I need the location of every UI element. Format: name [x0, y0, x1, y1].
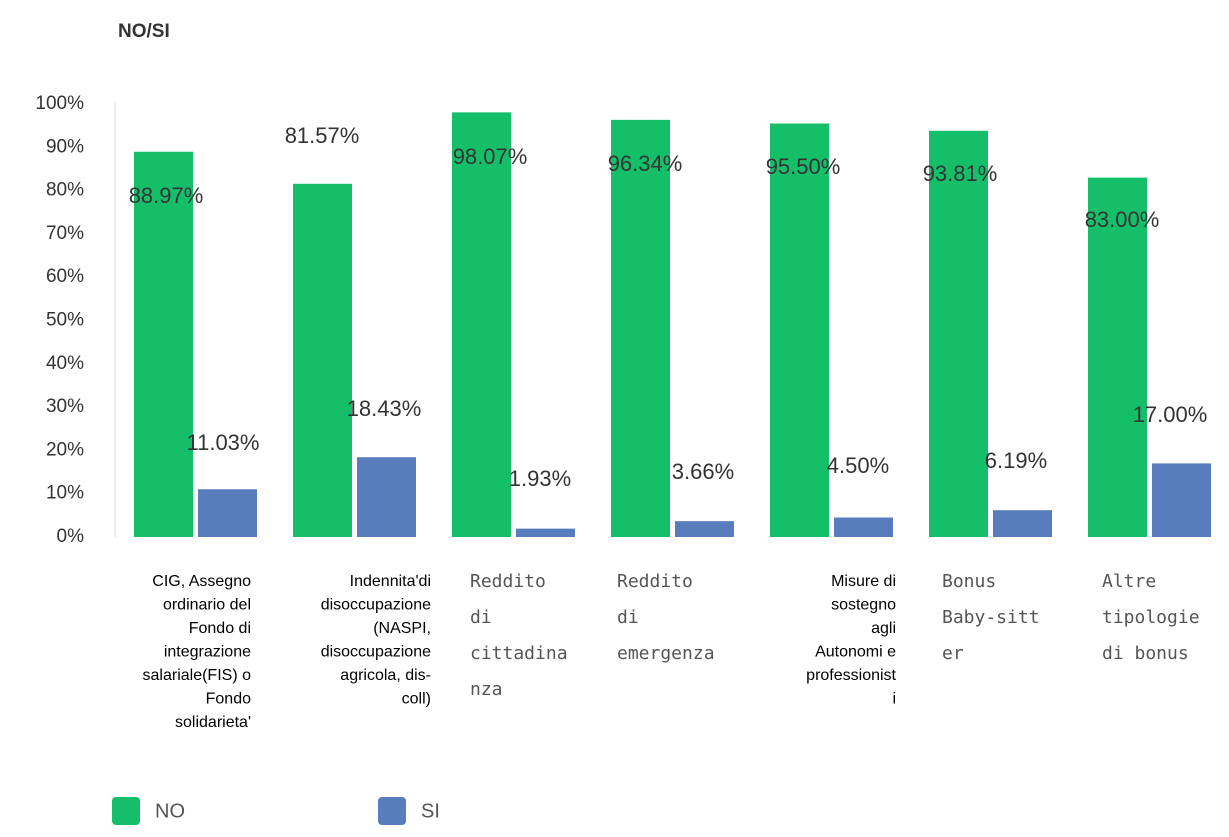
x-tick-label: Indennita'di — [350, 573, 431, 590]
x-tick-label: Fondo di — [189, 620, 251, 637]
x-tick-label: solidarieta' — [175, 714, 251, 731]
legend-swatch — [378, 797, 406, 825]
y-tick-label: 20% — [46, 439, 84, 460]
bar — [134, 151, 193, 538]
x-tick-label: tipologie — [1102, 607, 1200, 628]
x-tick-label: cittadina — [470, 643, 568, 664]
x-tick-label: Reddito — [470, 571, 546, 592]
value-label: 1.93% — [509, 466, 571, 491]
x-tick-label: Baby-sitt — [942, 607, 1040, 628]
y-tick-label: 70% — [46, 223, 84, 244]
y-tick-label: 60% — [46, 266, 84, 287]
value-label: 88.97% — [129, 183, 204, 208]
x-tick-label: di bonus — [1102, 643, 1189, 664]
bar — [1152, 463, 1211, 537]
x-tick-label: coll) — [402, 691, 431, 708]
bar — [675, 521, 734, 537]
value-label: 83.00% — [1085, 207, 1160, 232]
x-tick-label: disoccupazione — [321, 597, 431, 614]
value-label: 95.50% — [766, 154, 841, 179]
x-tick-label: (NASPI, — [373, 620, 431, 637]
x-tick-label: Autonomi e — [815, 644, 896, 661]
x-tick-label: integrazione — [164, 644, 251, 661]
value-label: 6.19% — [985, 448, 1047, 473]
value-label: 98.07% — [453, 144, 528, 169]
x-tick-label: di — [470, 607, 492, 628]
value-label: 81.57% — [285, 123, 360, 148]
legend-label: NO — [155, 800, 185, 822]
x-tick-label: ordinario del — [163, 597, 251, 614]
x-tick-label: CIG, Assegno — [152, 573, 251, 590]
chart-title: NO/SI — [118, 21, 170, 42]
y-tick-label: 0% — [57, 526, 85, 547]
bar — [293, 183, 352, 538]
x-tick-label: er — [942, 643, 964, 664]
x-tick-label: Altre — [1102, 571, 1156, 592]
x-tick-label: di — [617, 607, 639, 628]
y-tick-label: 90% — [46, 136, 84, 157]
value-label: 17.00% — [1133, 402, 1208, 427]
bar — [1088, 177, 1147, 538]
y-tick-label: 40% — [46, 353, 84, 374]
x-tick-label: professionist — [806, 667, 896, 684]
y-tick-label: 30% — [46, 396, 84, 417]
value-label: 96.34% — [608, 151, 683, 176]
bar — [770, 123, 829, 538]
x-tick-label: Reddito — [617, 571, 693, 592]
value-label: 3.66% — [672, 459, 734, 484]
y-tick-label: 100% — [35, 93, 84, 114]
x-tick-label: Misure di — [831, 573, 896, 590]
value-label: 11.03% — [187, 430, 260, 455]
bar — [516, 528, 575, 537]
x-tick-label: agli — [871, 620, 896, 637]
legend-swatch — [112, 797, 140, 825]
bar — [357, 457, 416, 537]
x-tick-label: i — [892, 691, 896, 708]
bar — [198, 489, 257, 537]
bar — [452, 112, 511, 537]
x-tick-label: emergenza — [617, 643, 715, 664]
value-label: 18.43% — [347, 396, 422, 421]
y-tick-label: 10% — [46, 483, 84, 504]
y-tick-label: 80% — [46, 180, 84, 201]
x-tick-label: agricola, dis- — [340, 667, 431, 684]
legend-label: SI — [421, 800, 440, 822]
x-tick-label: Fondo — [206, 691, 251, 708]
x-tick-label: disoccupazione — [321, 644, 431, 661]
y-tick-label: 50% — [46, 310, 84, 331]
bar — [993, 510, 1052, 537]
x-tick-label: Bonus — [942, 571, 996, 592]
value-label: 4.50% — [827, 453, 889, 478]
x-tick-label: salariale(FIS) o — [143, 667, 252, 684]
x-tick-label: nza — [470, 679, 503, 700]
bar — [929, 130, 988, 537]
bar — [834, 517, 893, 537]
bar — [611, 119, 670, 537]
x-tick-label: sostegno — [831, 597, 896, 614]
value-label: 93.81% — [923, 161, 998, 186]
